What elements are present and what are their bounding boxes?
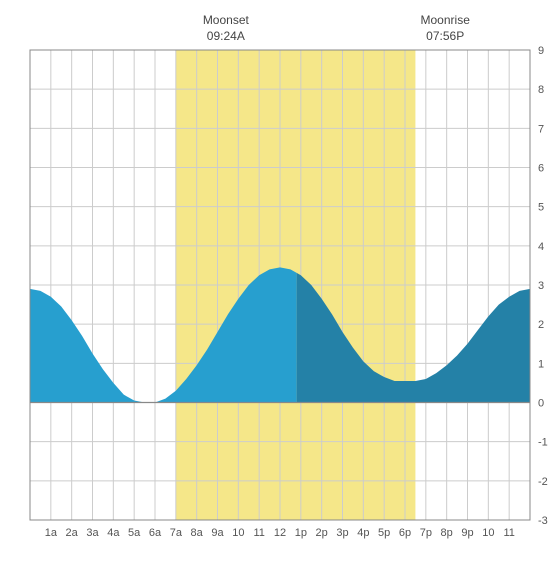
y-tick-label: 2 — [538, 319, 544, 331]
y-tick-label: -1 — [538, 437, 548, 449]
y-tick-label: 9 — [538, 45, 544, 57]
y-tick-label: 4 — [538, 241, 544, 253]
x-tick-label: 8p — [441, 527, 453, 539]
y-tick-label: 7 — [538, 123, 544, 135]
x-tick-label: 9a — [211, 527, 224, 539]
y-tick-label: 8 — [538, 84, 544, 96]
y-tick-label: 1 — [538, 358, 544, 370]
x-tick-label: 1a — [45, 527, 58, 539]
x-tick-label: 3a — [86, 527, 99, 539]
x-tick-label: 3p — [336, 527, 348, 539]
x-tick-label: 10 — [232, 527, 244, 539]
y-tick-label: 6 — [538, 163, 544, 175]
x-tick-label: 12 — [274, 527, 286, 539]
tide-chart-svg: 1a2a3a4a5a6a7a8a9a1011121p2p3p4p5p6p7p8p… — [10, 10, 550, 560]
x-tick-label: 10 — [482, 527, 494, 539]
moon-event-title: Moonset — [203, 13, 250, 27]
x-tick-label: 5p — [378, 527, 390, 539]
x-tick-label: 9p — [461, 527, 473, 539]
x-tick-label: 4a — [107, 527, 120, 539]
x-tick-label: 4p — [357, 527, 369, 539]
y-tick-label: 3 — [538, 280, 544, 292]
x-tick-label: 7a — [170, 527, 183, 539]
y-tick-label: -3 — [538, 515, 548, 527]
x-tick-label: 2a — [66, 527, 79, 539]
x-tick-label: 2p — [316, 527, 328, 539]
x-tick-label: 11 — [253, 527, 264, 539]
y-tick-label: 5 — [538, 202, 544, 214]
y-tick-label: -2 — [538, 476, 548, 488]
x-tick-label: 11 — [503, 527, 514, 539]
moon-event-time: 09:24A — [207, 29, 245, 43]
tide-chart: 1a 2a 3a 4a 5a 6a 7a 8a 9a 10 11 12 1p 2p 3p 4p 5p 6p 7p 8p… — [10, 10, 540, 560]
moon-event-title: Moonrise — [421, 13, 471, 27]
x-tick-label: 5a — [128, 527, 141, 539]
y-tick-label: 0 — [538, 398, 544, 410]
x-tick-label: 6a — [149, 527, 162, 539]
moon-event-time: 07:56P — [426, 29, 464, 43]
x-tick-label: 6p — [399, 527, 411, 539]
x-tick-label: 7p — [420, 527, 432, 539]
x-tick-label: 8a — [191, 527, 204, 539]
x-tick-label: 1p — [295, 527, 307, 539]
